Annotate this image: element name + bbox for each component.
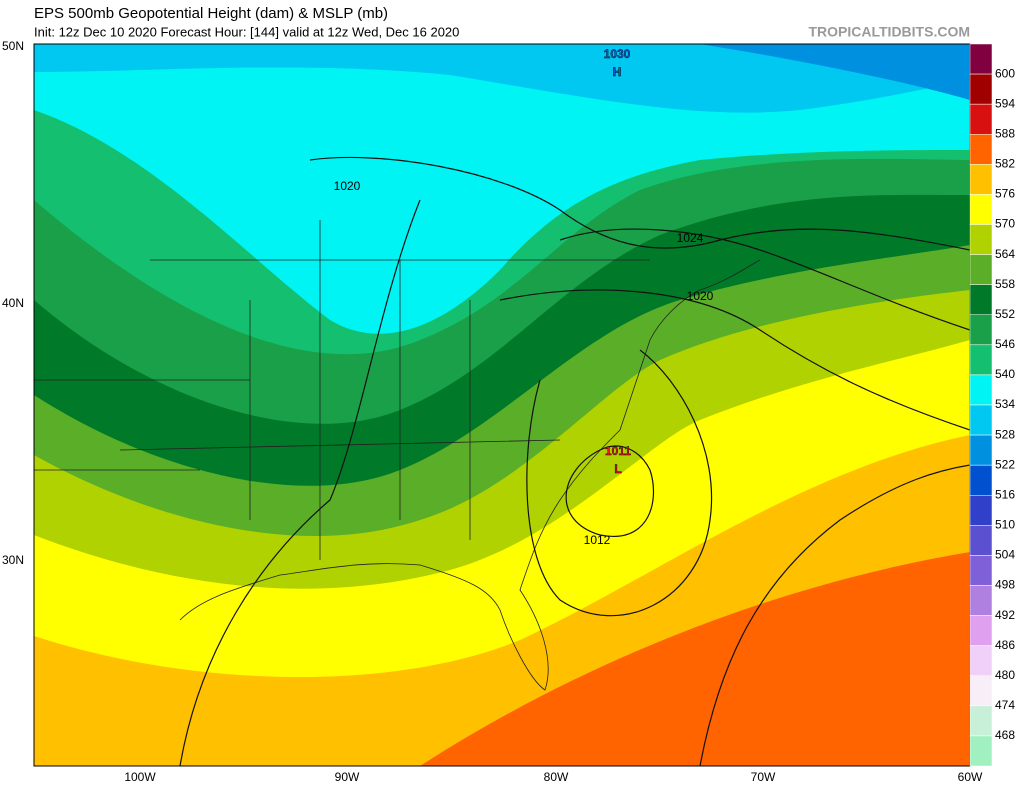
isobar-label: 1012 — [584, 533, 611, 547]
band — [700, 44, 970, 100]
isobar — [565, 445, 655, 537]
colorbar-box — [969, 224, 993, 255]
colorbar-box — [969, 43, 993, 75]
colorbar-label: 552 — [995, 307, 1015, 321]
colorbar-label: 516 — [995, 487, 1015, 501]
colorbar-label: 510 — [995, 518, 1015, 532]
colorbar-box — [969, 254, 993, 285]
colorbar-label: 600 — [995, 66, 1015, 80]
colorbar-box — [969, 344, 993, 376]
colorbar-box — [969, 675, 993, 707]
longitude-label: 100W — [124, 770, 156, 784]
longitude-label: 80W — [544, 770, 569, 784]
source: TROPICALTIDBITS.COM — [808, 24, 970, 40]
colorbar-box — [969, 314, 993, 346]
colorbar-box — [969, 134, 993, 165]
coastline — [179, 259, 761, 691]
colorbar-label: 492 — [995, 608, 1015, 622]
pressure-value: 1030 — [604, 47, 631, 61]
isobar — [526, 349, 713, 617]
colorbar-box — [969, 555, 993, 586]
longitude-label: 60W — [958, 770, 983, 784]
colorbar-box — [969, 735, 993, 767]
colorbar-label: 468 — [995, 728, 1015, 742]
title: EPS 500mb Geopotential Height (dam) & MS… — [34, 5, 388, 22]
colorbar-label: 486 — [995, 638, 1015, 652]
isobar — [699, 464, 970, 766]
colorbar-label: 528 — [995, 427, 1015, 441]
colorbar-label: 564 — [995, 247, 1015, 261]
subtitle: Init: 12z Dec 10 2020 Forecast Hour: [14… — [34, 24, 459, 39]
colorbar-label: 474 — [995, 698, 1015, 712]
colorbar-box — [969, 585, 993, 616]
colorbar-box — [969, 284, 993, 315]
colorbar-box — [969, 374, 993, 406]
colorbar-label: 570 — [995, 217, 1015, 231]
colorbar-box — [969, 464, 993, 496]
pressure-value: 1011 — [605, 444, 631, 458]
pressure-symbol: L — [614, 462, 621, 476]
colorbar-box — [969, 103, 993, 135]
colorbar-label: 594 — [995, 96, 1015, 110]
colorbar-box — [969, 615, 993, 646]
isobar-label: 1020 — [687, 289, 714, 303]
colorbar-label: 558 — [995, 277, 1015, 291]
latitude-label: 30N — [2, 553, 24, 567]
band — [34, 44, 970, 113]
colorbar-box — [969, 434, 993, 466]
colorbar-label: 522 — [995, 457, 1015, 471]
colorbar-box — [969, 645, 993, 677]
isobar — [309, 156, 970, 251]
colorbar-label: 504 — [995, 548, 1015, 562]
colorbar-label: 576 — [995, 187, 1015, 201]
colorbar-box — [969, 705, 993, 737]
latitude-label: 50N — [2, 39, 24, 53]
colorbar-label: 546 — [995, 337, 1015, 351]
colorbar-label: 480 — [995, 668, 1015, 682]
latitude-label: 40N — [2, 296, 24, 310]
map-area — [34, 44, 970, 766]
pressure-symbol: H — [613, 65, 622, 79]
longitude-label: 90W — [335, 770, 360, 784]
isobar-label: 1024 — [677, 231, 704, 245]
colorbar-box — [969, 164, 993, 195]
band — [34, 44, 970, 334]
isobar — [559, 228, 970, 331]
colorbar-label: 582 — [995, 157, 1015, 171]
colorbar-box — [969, 404, 993, 436]
colorbar-box — [969, 495, 993, 526]
colorbar-box — [969, 73, 993, 105]
colorbar-label: 498 — [995, 578, 1015, 592]
isobar-label: 1020 — [334, 179, 361, 193]
border — [34, 220, 650, 560]
colorbar-box — [969, 525, 993, 556]
isobar — [499, 289, 970, 431]
colorbar-label: 588 — [995, 126, 1015, 140]
colorbar-label: 534 — [995, 397, 1015, 411]
colorbar-box — [969, 194, 993, 225]
longitude-label: 70W — [751, 770, 776, 784]
colorbar-label: 540 — [995, 367, 1015, 381]
isobar — [179, 199, 421, 766]
